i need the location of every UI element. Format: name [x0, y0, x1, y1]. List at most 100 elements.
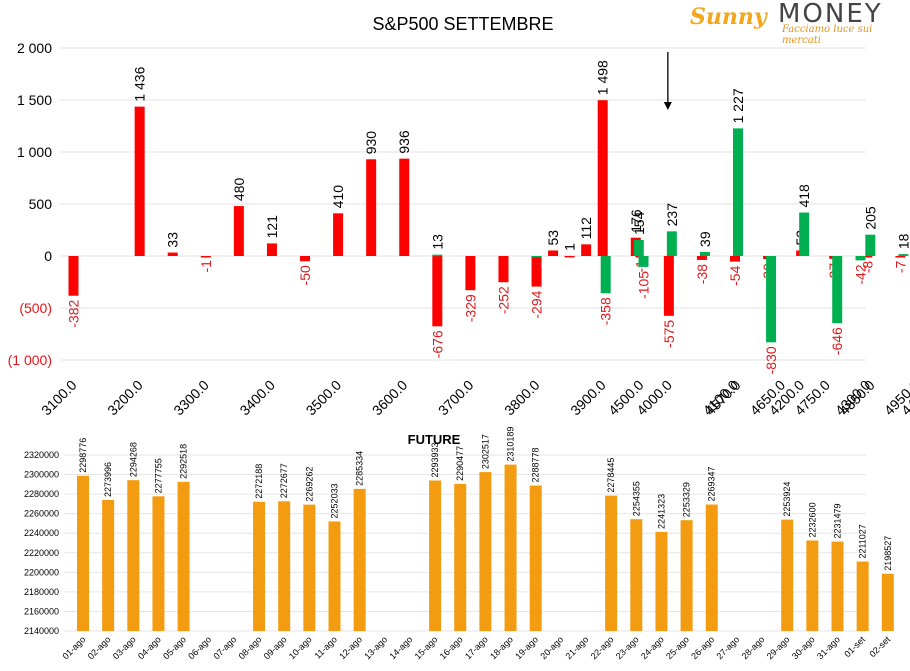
- top-y-tick-label: 1 000: [17, 144, 52, 160]
- future-x-tick-label: 12-ago: [337, 634, 364, 661]
- green-bar: [600, 256, 611, 294]
- top-y-tick-label: 1 500: [17, 92, 52, 108]
- future-data-label: 2253329: [682, 482, 692, 517]
- bar-data-label: -42: [853, 264, 869, 284]
- green-bar: [799, 212, 810, 256]
- future-x-tick-label: 23-ago: [614, 634, 641, 661]
- red-bar: [597, 100, 608, 256]
- bar-data-label: -676: [429, 330, 445, 358]
- top-y-tick-label: 500: [29, 196, 53, 212]
- red-bar: [300, 256, 311, 262]
- top-x-tick-label: 3700.0: [435, 377, 477, 419]
- bottom-y-tick-label: 2140000: [24, 626, 59, 636]
- future-data-label: 2288778: [531, 447, 541, 482]
- future-x-tick-label: 26-ago: [689, 634, 716, 661]
- future-bar: [102, 499, 115, 631]
- future-x-tick-label: 16-ago: [438, 634, 465, 661]
- future-data-label: 2273996: [103, 462, 113, 497]
- future-data-label: 2277755: [153, 458, 163, 493]
- top-y-tick-label: 0: [44, 248, 52, 264]
- future-data-label: 2211027: [858, 524, 868, 558]
- green-bar: [855, 256, 866, 261]
- future-x-tick-label: 28-ago: [740, 634, 767, 661]
- future-x-tick-label: 15-ago: [413, 634, 440, 661]
- future-x-tick-label: 27-ago: [714, 634, 741, 661]
- bottom-y-tick-label: 2180000: [24, 587, 59, 597]
- green-bar: [832, 256, 843, 324]
- future-x-tick-label: 07-ago: [211, 634, 238, 661]
- bar-data-label: 121: [264, 215, 280, 239]
- red-bar: [564, 255, 575, 258]
- bar-data-label: -294: [529, 290, 545, 318]
- top-x-tick-label: 3600.0: [369, 377, 411, 419]
- future-x-tick-label: 25-ago: [664, 634, 691, 661]
- green-bar: [633, 239, 644, 256]
- green-bar: [666, 231, 677, 256]
- future-bar: [127, 480, 140, 631]
- bar-data-label: 1 227: [730, 88, 746, 123]
- bar-data-label: 930: [363, 131, 379, 155]
- green-bar: [638, 256, 649, 267]
- bar-data-label: 1 498: [595, 60, 611, 95]
- future-data-label: 2269347: [707, 466, 717, 501]
- bar-data-label: -252: [495, 286, 511, 314]
- red-bar: [134, 106, 145, 256]
- bar-data-label: -329: [462, 294, 478, 322]
- bar-data-label: -382: [66, 300, 82, 328]
- green-bar: [432, 254, 443, 257]
- future-x-tick-label: 04-ago: [136, 634, 163, 661]
- future-bar: [77, 475, 89, 631]
- bottom-y-tick-label: 2320000: [24, 450, 59, 460]
- red-bar: [498, 256, 509, 283]
- bar-data-label: -1: [198, 260, 214, 273]
- future-x-tick-label: 01-set: [842, 634, 867, 659]
- future-bar: [353, 488, 366, 631]
- future-data-label: 2241323: [656, 494, 666, 529]
- future-data-label: 2302517: [480, 434, 490, 469]
- future-x-tick-label: 09-ago: [262, 634, 289, 661]
- top-y-tick-label: (1 000): [8, 352, 52, 368]
- red-bar: [581, 244, 592, 256]
- red-bar: [167, 252, 178, 256]
- future-x-tick-label: 29-ago: [765, 634, 792, 661]
- bar-data-label: 13: [429, 234, 445, 250]
- red-bar: [333, 213, 344, 256]
- green-bar: [699, 251, 710, 256]
- future-x-tick-label: 06-ago: [186, 634, 213, 661]
- red-bar: [366, 159, 377, 256]
- bottom-y-tick-label: 2300000: [24, 470, 59, 480]
- bottom-y-tick-label: 2220000: [24, 548, 59, 558]
- future-bar: [680, 520, 693, 631]
- future-data-label: 2269262: [304, 467, 314, 502]
- top-x-tick-label: 3100.0: [38, 377, 80, 419]
- bar-data-label: -105: [636, 271, 652, 299]
- red-bar: [548, 250, 559, 256]
- red-bar: [696, 256, 707, 260]
- red-bar: [432, 256, 443, 327]
- future-data-label: 2232600: [807, 502, 817, 537]
- bar-data-label: -646: [829, 327, 845, 355]
- future-bar: [856, 561, 869, 631]
- bar-data-label: 176: [628, 209, 644, 233]
- future-data-label: 2253924: [782, 482, 792, 517]
- bar-data-label: -8: [859, 261, 875, 274]
- future-bar: [881, 573, 894, 631]
- future-x-tick-label: 10-ago: [287, 634, 314, 661]
- bottom-chart: FUTURE 2320000 2300000 2280000 2260000 224000…: [24, 427, 894, 661]
- top-x-tick-label: 3400.0: [236, 377, 278, 419]
- bottom-y-tick-label: 2280000: [24, 489, 59, 499]
- future-x-tick-label: 30-ago: [790, 634, 817, 661]
- future-x-tick-label: 08-ago: [237, 634, 264, 661]
- future-x-tick-label: 03-ago: [111, 634, 138, 661]
- bottom-y-tick-label: 2240000: [24, 528, 59, 538]
- future-data-label: 2290477: [455, 446, 465, 481]
- bar-data-label: 33: [165, 232, 181, 248]
- future-bar: [705, 504, 718, 631]
- red-bar: [200, 256, 211, 258]
- red-bar: [895, 256, 906, 258]
- logo-brand-money: MONEY: [778, 0, 883, 29]
- future-bar: [655, 531, 668, 631]
- future-data-label: 2298776: [78, 438, 88, 473]
- red-bar: [663, 256, 674, 316]
